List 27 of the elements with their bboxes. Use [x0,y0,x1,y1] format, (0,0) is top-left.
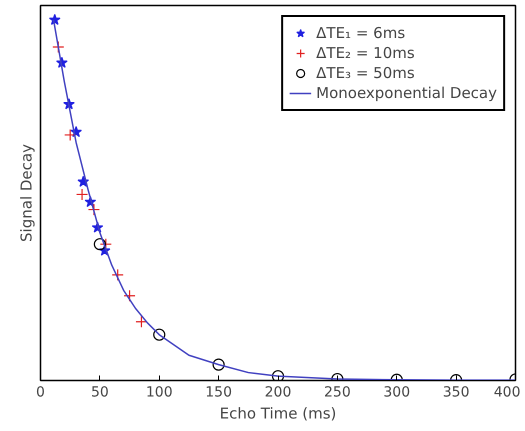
point [94,238,106,250]
x-tick-label: 50 [90,384,109,400]
x-tick-label: 400 [494,384,521,400]
x-tick-label: 350 [442,384,470,400]
legend-label: ΔTE₁ = 6ms [316,24,406,42]
x-tick-label: 0 [36,384,45,400]
point [123,290,136,302]
point [88,203,100,216]
y-axis-title: Signal Decay [18,144,36,242]
legend-label: ΔTE₃ = 50ms [316,64,415,82]
x-tick-label: 100 [146,384,173,400]
point [76,188,88,201]
point [64,128,76,142]
x-axis-title: Echo Time (ms) [220,404,336,422]
x-tick-label: 150 [205,384,232,400]
x-tick-label: 250 [324,384,351,400]
point [52,40,64,54]
point [212,358,225,371]
point [153,328,166,341]
point [272,370,284,380]
legend-label: Monoexponential Decay [316,84,497,102]
point [100,238,112,250]
x-tick-label: 200 [264,384,292,400]
x-tick-label: 300 [383,384,410,400]
point [135,316,148,328]
point [112,268,124,281]
legend-label: ΔTE₂ = 10ms [316,44,415,62]
